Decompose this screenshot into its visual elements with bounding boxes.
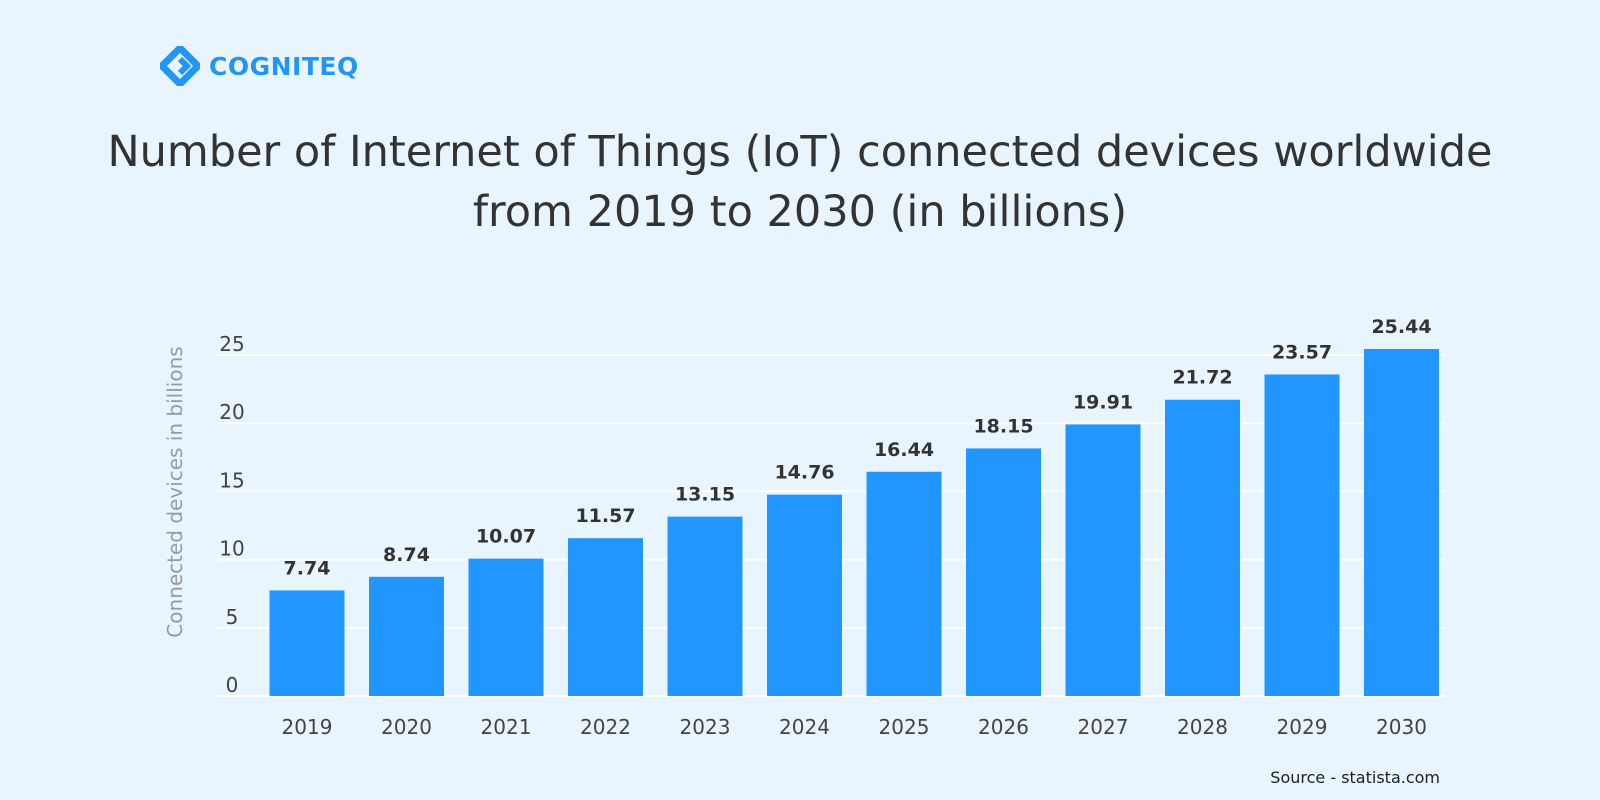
data-label: 7.74 — [284, 557, 331, 579]
bar — [866, 471, 942, 696]
bar — [767, 494, 842, 696]
bar — [1364, 348, 1439, 696]
x-tick-label: 2030 — [1376, 715, 1427, 739]
y-tick-label: 0 — [226, 673, 239, 697]
brand-logo: COGNITEQ — [160, 46, 359, 86]
data-label: 10.07 — [476, 526, 536, 548]
x-tick-label: 2027 — [1078, 715, 1129, 739]
x-tick-label: 2028 — [1177, 715, 1228, 739]
x-tick-label: 2022 — [580, 715, 631, 739]
data-label: 25.44 — [1371, 316, 1431, 338]
y-tick-label: 5 — [226, 605, 239, 629]
data-label: 11.57 — [575, 505, 635, 527]
source-note: Source - statista.com — [1270, 768, 1440, 787]
data-label: 18.15 — [973, 415, 1033, 437]
x-tick-label: 2024 — [779, 715, 830, 739]
data-label: 16.44 — [874, 439, 934, 461]
bar — [269, 590, 345, 696]
x-tick-label: 2020 — [381, 715, 432, 739]
y-tick-label: 25 — [219, 332, 244, 356]
bar — [369, 576, 444, 696]
x-tick-label: 2023 — [680, 715, 731, 739]
x-tick-label: 2029 — [1277, 715, 1328, 739]
bar — [1165, 399, 1240, 696]
data-label: 13.15 — [675, 484, 735, 506]
data-label: 19.91 — [1073, 391, 1133, 413]
y-tick-label: 20 — [219, 400, 244, 424]
x-tick-label: 2021 — [481, 715, 532, 739]
bar — [1264, 374, 1340, 696]
x-tick-label: 2019 — [282, 715, 333, 739]
y-tick-label: 10 — [219, 537, 244, 561]
chart-title: Number of Internet of Things (IoT) conne… — [107, 127, 1493, 237]
cogniteq-logo-icon — [160, 46, 200, 86]
bar — [1065, 424, 1141, 696]
data-label: 21.72 — [1172, 367, 1232, 389]
y-tick-label: 15 — [219, 468, 244, 492]
data-label: 8.74 — [383, 544, 430, 566]
y-axis-label: Connected devices in billions — [163, 346, 187, 637]
x-tick-label: 2026 — [978, 715, 1029, 739]
brand-name: COGNITEQ — [209, 51, 359, 81]
bar — [468, 558, 544, 696]
bar — [568, 538, 643, 696]
data-label: 23.57 — [1272, 342, 1332, 364]
bar — [966, 448, 1041, 696]
data-label: 14.76 — [774, 462, 834, 484]
bar — [667, 516, 743, 696]
x-tick-label: 2025 — [879, 715, 930, 739]
